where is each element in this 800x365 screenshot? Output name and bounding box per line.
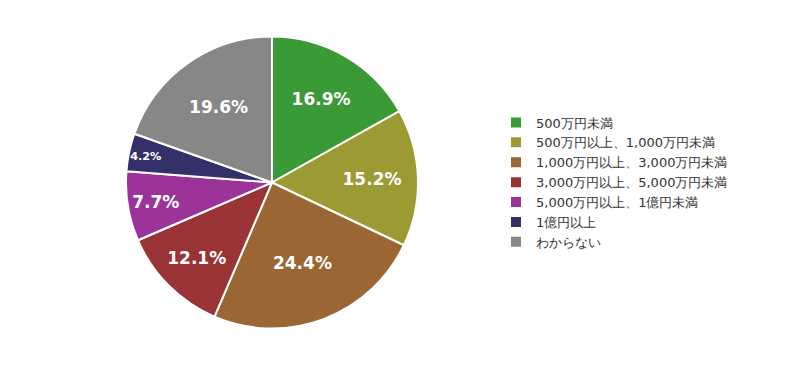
svg-text:12.1%: 12.1% [167, 248, 226, 268]
svg-text:19.6%: 19.6% [189, 97, 248, 117]
svg-text:16.9%: 16.9% [292, 89, 351, 109]
svg-text:15.2%: 15.2% [343, 169, 402, 189]
svg-text:5,000万円以上、1億円未満: 5,000万円以上、1億円未満 [536, 195, 699, 210]
svg-text:7.7%: 7.7% [132, 192, 179, 212]
svg-text:1,000万円以上、3,000万円未満: 1,000万円以上、3,000万円未満 [536, 155, 727, 170]
svg-text:500万円未満: 500万円未満 [536, 116, 613, 131]
svg-text:4.2%: 4.2% [130, 150, 161, 163]
svg-text:わからない: わからない [536, 235, 601, 250]
svg-text:24.4%: 24.4% [273, 253, 332, 273]
svg-text:500万円以上、1,000万円未満: 500万円以上、1,000万円未満 [536, 135, 715, 150]
svg-text:1億円以上: 1億円以上 [536, 215, 596, 230]
svg-text:3,000万円以上、5,000万円未満: 3,000万円以上、5,000万円未満 [536, 175, 727, 190]
